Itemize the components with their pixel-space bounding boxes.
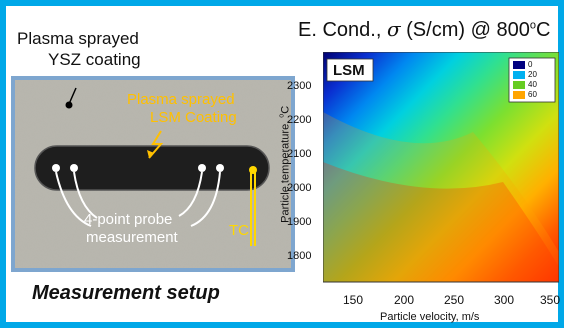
y-tick: 1800 [287, 250, 312, 262]
probe-dot [216, 164, 224, 172]
title-symbol: σ [386, 17, 401, 41]
y-axis-label-main: Particle temperature, [279, 117, 292, 223]
contour-plot [323, 52, 559, 283]
title-unit: C [535, 19, 551, 41]
tc-label: TC [229, 222, 249, 239]
y-tick: 2300 [287, 80, 312, 92]
x-axis-label: Particle velocity, m/s [380, 311, 480, 323]
lsm-label-line2: LSM Coating [150, 109, 237, 126]
probe-dot [52, 164, 60, 172]
material-label: LSM [333, 62, 365, 79]
lsm-coating-strip [34, 145, 270, 191]
x-tick: 200 [394, 293, 415, 307]
y-tick: 2100 [287, 148, 312, 160]
probe-dot [70, 164, 78, 172]
ysz-label-line1: Plasma sprayed [17, 29, 139, 48]
title-prefix: E. Cond., [298, 19, 387, 41]
legend-label-0: 0 [528, 60, 533, 69]
x-tick: 300 [494, 293, 515, 307]
legend-label-20: 20 [528, 70, 537, 79]
caption: Measurement setup [32, 282, 220, 304]
y-axis-label-unit: C [279, 105, 292, 114]
probe-label-line1: 4-point probe [84, 211, 173, 228]
probe-dot [198, 164, 206, 172]
x-tick: 150 [343, 293, 364, 307]
lsm-label-line1: Plasma sprayed [127, 91, 235, 108]
y-tick: 2200 [287, 114, 312, 126]
y-tick: 1900 [287, 216, 312, 228]
legend-label-40: 40 [528, 80, 537, 89]
x-tick: 250 [444, 293, 465, 307]
title-degree: o [529, 19, 536, 32]
legend-label-60: 60 [528, 90, 537, 99]
coating-photo [11, 76, 295, 272]
x-tick: 350 [540, 293, 561, 307]
y-axis-label: Particle temperature, oC [279, 89, 292, 239]
y-tick: 2000 [287, 182, 312, 194]
y-axis-label-degree: o [278, 113, 286, 118]
probe-label-line2: measurement [86, 229, 178, 246]
ysz-label-line2: YSZ coating [48, 50, 141, 69]
title-suffix: (S/cm) @ 800 [400, 19, 530, 41]
chart-title: E. Cond., σ (S/cm) @ 800oC [298, 17, 550, 42]
